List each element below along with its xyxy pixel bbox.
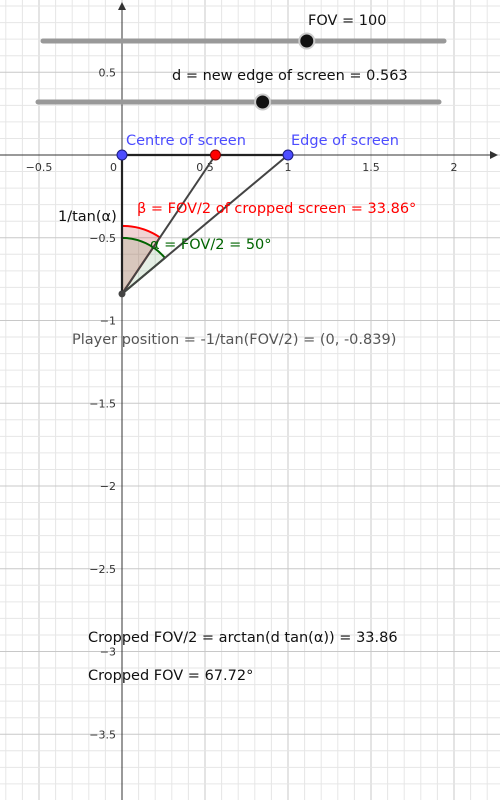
d-slider-knob[interactable]	[254, 93, 272, 111]
tick-labels: −0.5 0 0.5 1 1.5 20.5−0.5−1−1.5−2−2.5−3−3.5	[26, 66, 458, 741]
x-tick-label: 0	[110, 161, 117, 174]
fov-slider-knob[interactable]	[298, 32, 316, 50]
player-to-cropped-edge-segment	[121, 154, 217, 295]
edge-of-screen-point[interactable]	[282, 149, 294, 161]
y-tick-label: −3	[100, 646, 116, 659]
cropped-full-fov-label: Cropped FOV = 67.72°	[88, 668, 253, 684]
player-to-edge-segment	[121, 154, 289, 295]
x-tick-label: 1	[285, 161, 292, 174]
y-tick-label: −3.5	[89, 728, 116, 741]
beta-angle-label: β = FOV/2 of cropped screen = 33.86°	[137, 201, 416, 217]
edge-of-screen-label: Edge of screen	[291, 133, 399, 149]
y-axis-arrow-icon	[118, 2, 126, 10]
fov-slider-label: FOV = 100	[308, 13, 386, 29]
cropped-half-fov-label: Cropped FOV/2 = arctan(d tan(α)) = 33.86	[88, 630, 398, 646]
x-tick-label: 1.5	[362, 161, 380, 174]
centre-of-screen-label: Centre of screen	[126, 133, 246, 149]
y-tick-label: 0.5	[99, 66, 117, 79]
cropped-edge-point[interactable]	[209, 149, 221, 161]
centre-of-screen-point[interactable]	[116, 149, 128, 161]
d-slider-label: d = new edge of screen = 0.563	[172, 68, 408, 84]
x-axis-arrow-icon	[490, 151, 498, 159]
one-over-tan-label: 1/tan(α)	[58, 209, 117, 225]
y-tick-label: −2.5	[89, 563, 116, 576]
y-tick-label: −2	[100, 480, 116, 493]
x-tick-label: 2	[451, 161, 458, 174]
alpha-angle-label: α = FOV/2 = 50°	[150, 237, 272, 253]
player-position-label: Player position = -1/tan(FOV/2) = (0, -0…	[72, 332, 396, 348]
player-position-point[interactable]	[118, 290, 126, 298]
y-tick-label: −1.5	[89, 397, 116, 410]
x-tick-label: −0.5	[26, 161, 53, 174]
y-tick-label: −0.5	[89, 232, 116, 245]
y-tick-label: −1	[100, 315, 116, 328]
